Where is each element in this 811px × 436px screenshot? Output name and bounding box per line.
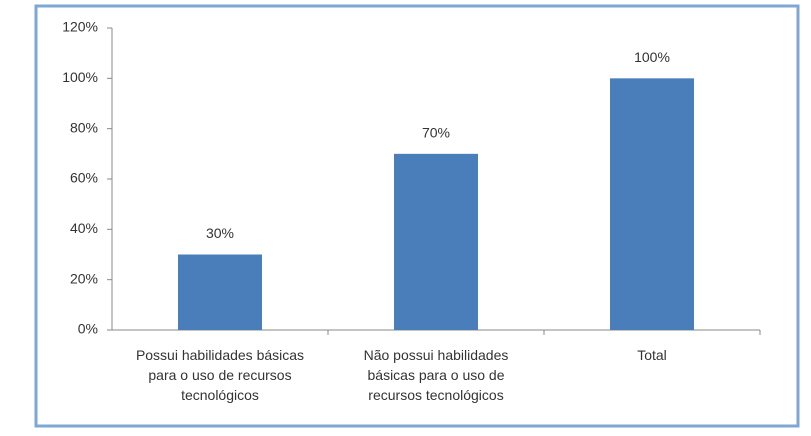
bar — [610, 78, 694, 330]
y-tick-label: 40% — [70, 220, 98, 236]
bar — [178, 254, 262, 330]
y-tick-label: 80% — [70, 119, 98, 135]
value-label: 100% — [634, 49, 670, 65]
value-label: 70% — [422, 125, 450, 141]
y-tick-label: 100% — [62, 69, 98, 85]
y-tick-label: 0% — [78, 321, 98, 337]
x-tick-label: Total — [637, 347, 667, 363]
bar — [394, 153, 478, 330]
y-tick-label: 120% — [62, 19, 98, 35]
y-tick-label: 20% — [70, 270, 98, 286]
x-tick-label: Possui habilidades básicas para o uso de… — [135, 347, 305, 403]
y-tick-label: 60% — [70, 170, 98, 186]
value-label: 30% — [206, 225, 234, 241]
x-tick-label: Não possui habilidades básicas para o us… — [363, 347, 509, 403]
